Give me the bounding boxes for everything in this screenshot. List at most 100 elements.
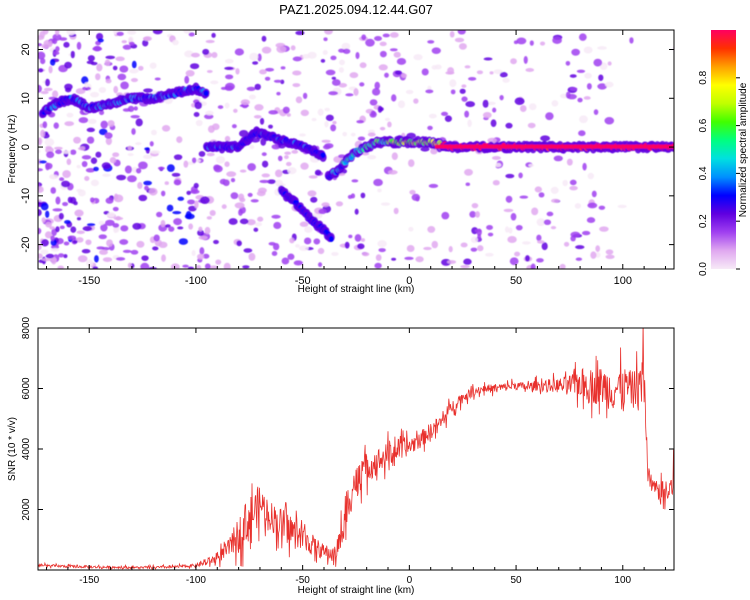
speckle [44, 138, 55, 147]
speckle [273, 221, 282, 229]
speckle [115, 257, 126, 261]
ridge-core [493, 144, 495, 149]
speckle [384, 117, 391, 122]
speckle [295, 30, 305, 36]
speckle [458, 43, 467, 50]
speckle [138, 65, 144, 71]
speckle [97, 38, 104, 43]
speckle [604, 116, 615, 125]
speckle [428, 183, 439, 189]
speckle [45, 253, 54, 259]
speckle [67, 196, 73, 204]
speckle [187, 266, 194, 269]
ridge-core [660, 144, 663, 149]
speckle [86, 127, 96, 133]
speckle [166, 164, 175, 172]
ridge-core [467, 144, 470, 149]
speckle [605, 254, 615, 259]
speckle [190, 52, 200, 58]
ridge-core [651, 144, 654, 149]
colorbar-label: Normalized spectral amplitude [738, 82, 749, 217]
speckle [360, 238, 366, 242]
speckle [431, 65, 438, 70]
speckle [377, 240, 387, 248]
speckle [308, 175, 318, 179]
speckle [459, 88, 466, 94]
speckle [198, 226, 203, 232]
speckle [129, 68, 139, 74]
ridge-core [475, 144, 478, 149]
ridge-core [460, 144, 463, 149]
ridge-core [508, 144, 511, 149]
speckle [38, 253, 43, 259]
speckle [295, 96, 303, 104]
speckle [582, 230, 591, 236]
ridge-core [621, 144, 623, 149]
speckle [191, 249, 196, 257]
speckle [389, 32, 399, 38]
ridge-core [636, 144, 639, 149]
speckle [578, 33, 587, 41]
speckle [357, 136, 366, 141]
speckle [130, 249, 139, 255]
speckle [570, 231, 581, 238]
speckle [100, 223, 108, 232]
speckle [66, 30, 76, 36]
speckle [46, 151, 55, 159]
speckle [133, 106, 138, 111]
speckle [298, 245, 309, 251]
speckle [448, 246, 453, 253]
speckle [234, 202, 245, 209]
y-tick-label: 0 [20, 144, 32, 150]
speckle [289, 237, 295, 244]
speckle [66, 158, 72, 166]
speckle [477, 245, 484, 252]
speckle [234, 48, 244, 56]
ridge-core [487, 144, 490, 149]
ridge-core [530, 144, 533, 149]
speckle [119, 239, 129, 245]
speckle [276, 45, 287, 54]
speckle [41, 257, 51, 262]
speckle [491, 156, 501, 160]
speckle [505, 195, 513, 203]
ridge-core [542, 144, 545, 149]
speckle [499, 72, 508, 78]
speckle [464, 65, 471, 69]
speckle [191, 157, 197, 164]
speckle [240, 99, 250, 106]
speckle [268, 110, 279, 115]
speckle [331, 79, 341, 86]
ridge-core [491, 144, 494, 149]
ridge-core [563, 144, 565, 149]
speckle [317, 247, 325, 255]
speckle [284, 155, 289, 160]
ridge-core [513, 144, 516, 149]
speckle [261, 173, 271, 178]
speckle [215, 156, 226, 164]
speckle [318, 208, 327, 215]
speckle [454, 37, 465, 43]
ridge-core [545, 144, 548, 149]
speckle [338, 67, 344, 73]
ridge-core [494, 144, 497, 149]
speckle [617, 204, 627, 209]
speckle [408, 159, 415, 168]
ridge-core [614, 144, 617, 149]
speckle [345, 93, 354, 97]
speckle [528, 163, 535, 167]
speckle [449, 31, 455, 38]
speckle [41, 43, 50, 49]
ridge-core [465, 144, 468, 149]
ridge-core [499, 144, 502, 149]
speckle [81, 248, 91, 254]
speckle [208, 265, 219, 269]
spectrogram-x-axis-label: Height of straight line (km) [298, 284, 415, 295]
speckle [52, 208, 63, 212]
speckle [45, 145, 52, 149]
speckle [339, 59, 345, 66]
speckle [55, 46, 60, 52]
speckle [85, 259, 94, 267]
y-tick-label: 6000 [21, 377, 32, 400]
